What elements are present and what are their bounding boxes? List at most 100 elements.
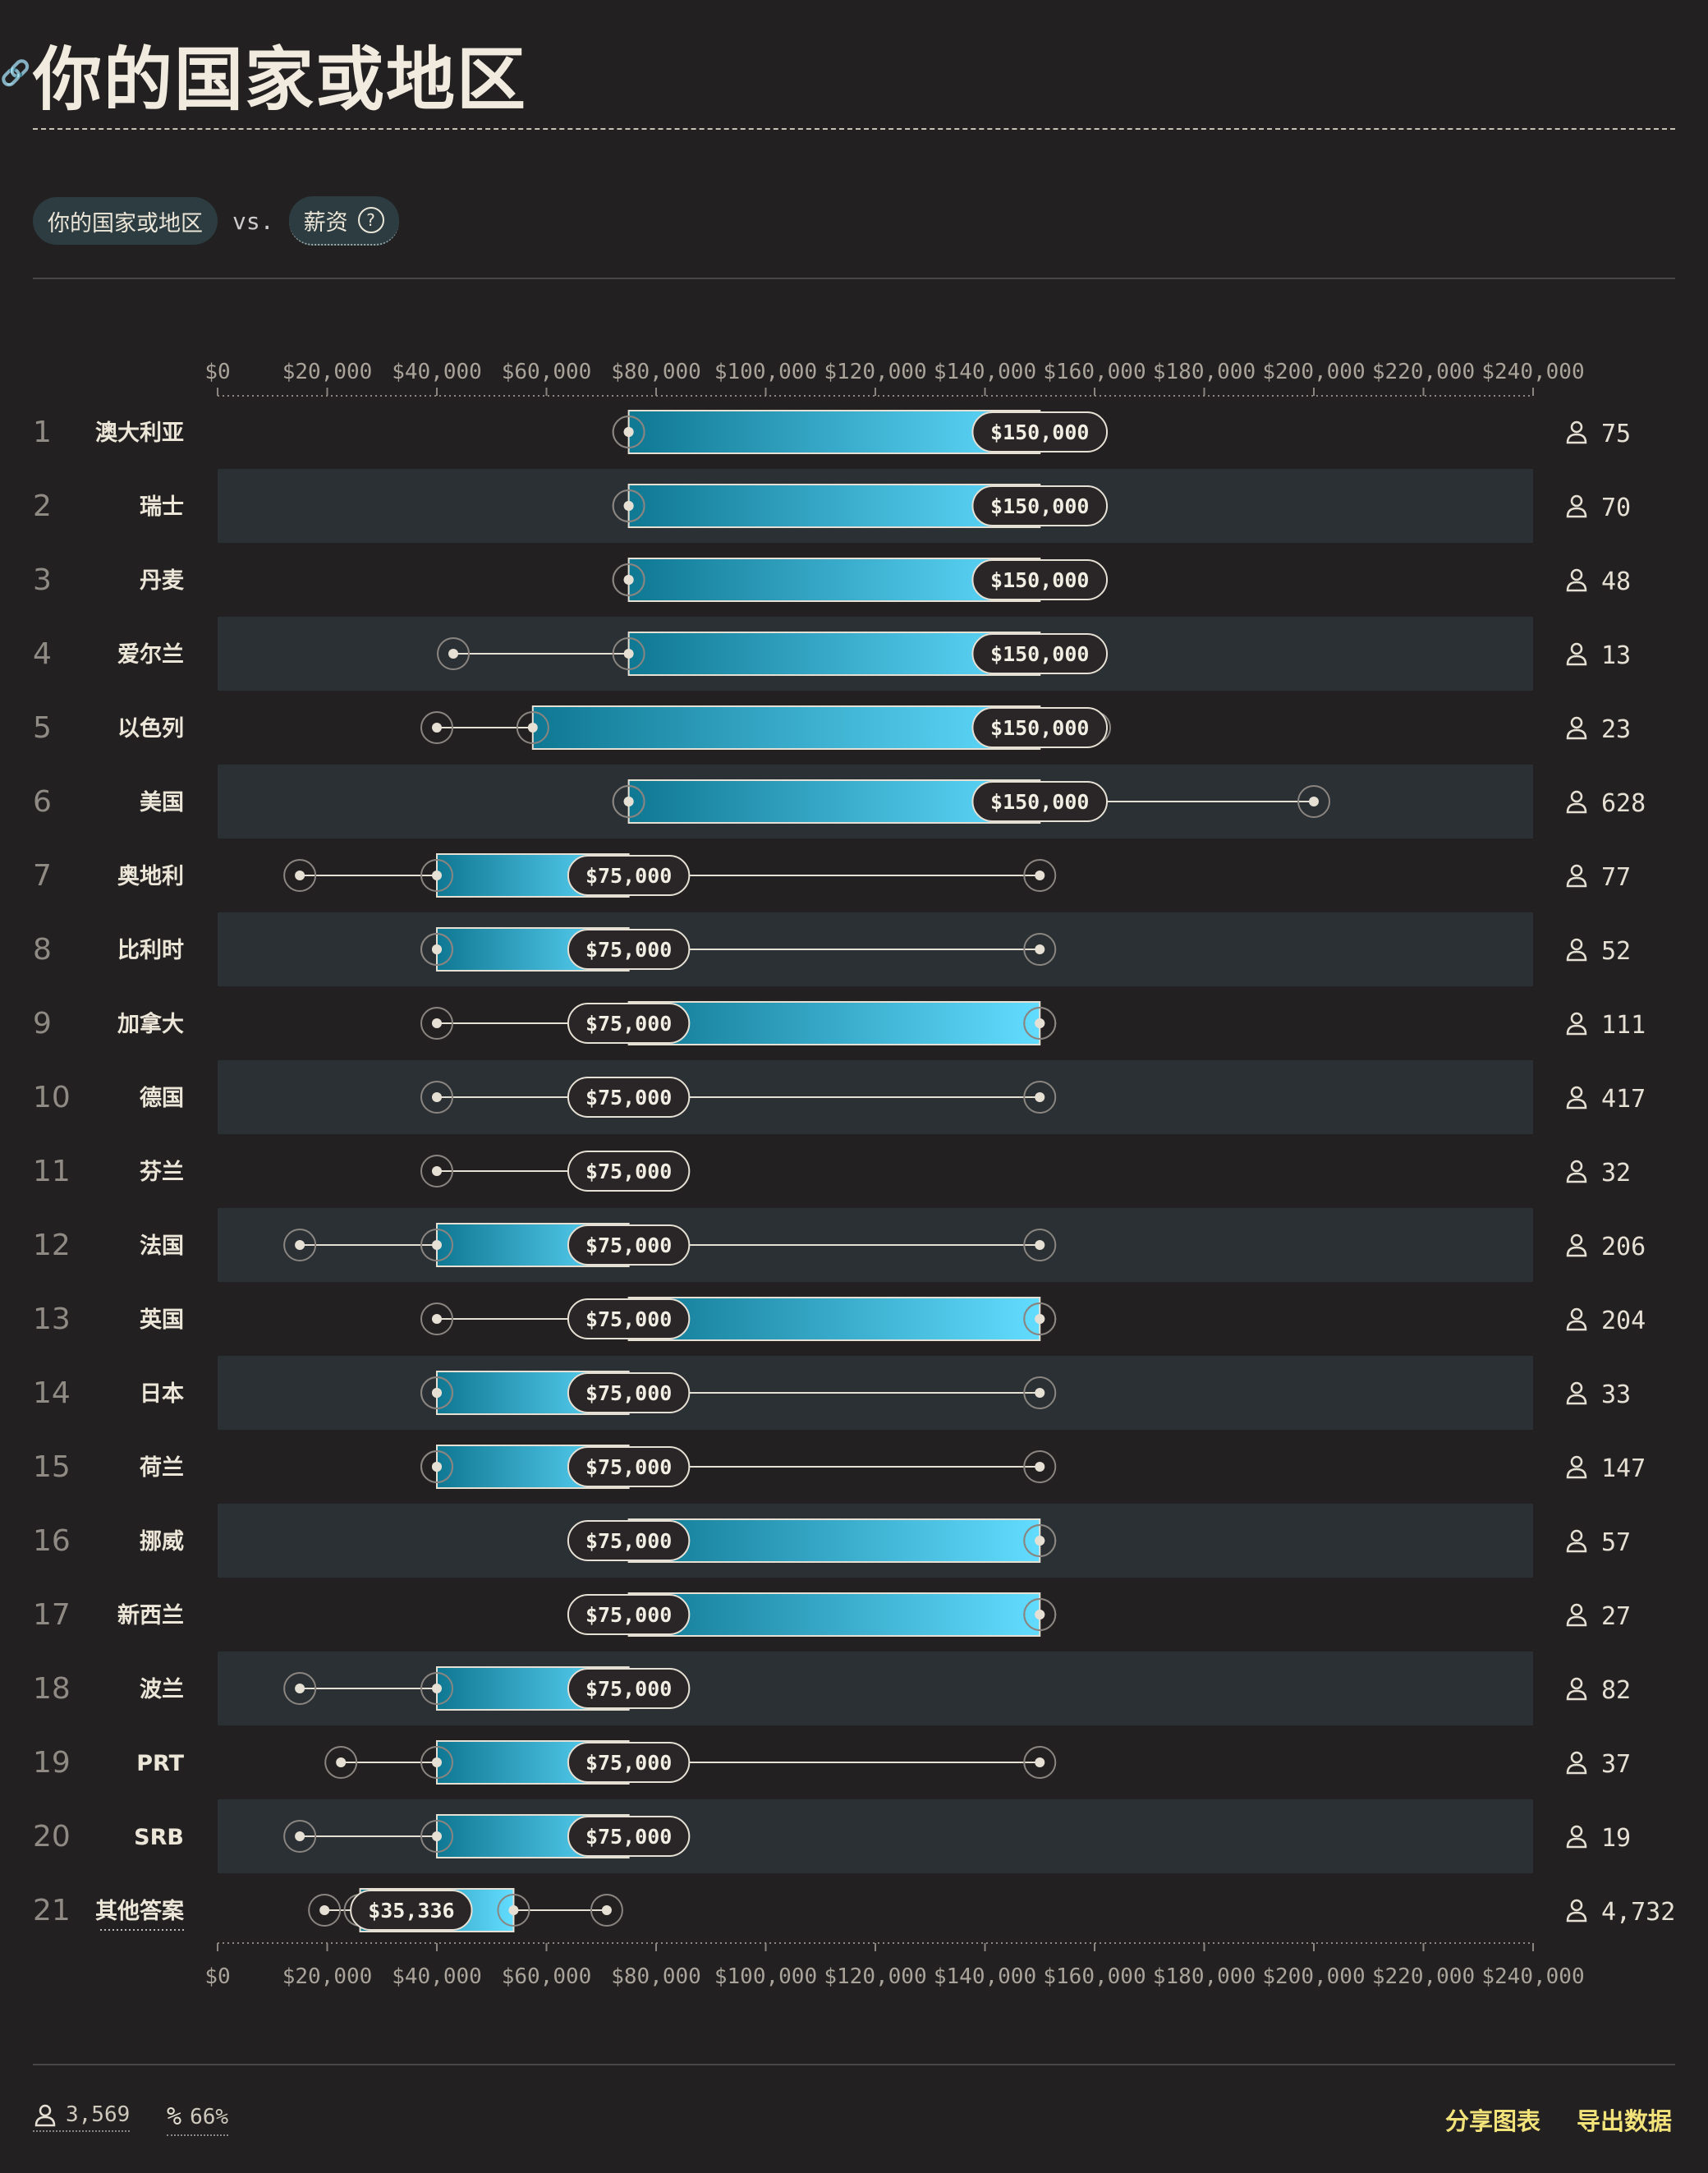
percentile-ring: [420, 1302, 453, 1335]
person-icon-head: [1570, 494, 1583, 508]
median-label-pill: [567, 855, 691, 896]
iqr-bar: [627, 779, 1041, 824]
person-icon: [1566, 864, 1587, 888]
person-icon-body: [1566, 1541, 1587, 1553]
row-name: 法国: [140, 1234, 184, 1259]
percentile-ring: [283, 1672, 317, 1705]
median-label: $75,000: [585, 1825, 672, 1849]
question-circle-icon[interactable]: ?: [357, 207, 384, 233]
person-icon-body: [1566, 655, 1587, 666]
percentile-ring: [420, 1007, 453, 1040]
iqr-bar: [627, 632, 1041, 676]
median-label-pill: [567, 1816, 691, 1857]
percentile-dot: [432, 1388, 442, 1398]
export-data-button[interactable]: 导出数据: [1577, 2107, 1673, 2135]
percentile-dot: [1035, 944, 1045, 954]
percentile-dot: [448, 649, 459, 659]
row-name: 荷兰: [140, 1455, 184, 1481]
x-tick-label: $160,000: [1043, 360, 1146, 384]
row-name: 瑞士: [140, 494, 184, 520]
data-row: 3 丹麦 $150,000 48: [33, 558, 1631, 602]
x-tick-label: $20,000: [282, 1964, 373, 1989]
x-tick-label: $140,000: [934, 360, 1036, 384]
person-icon-body: [1566, 1911, 1587, 1923]
row-count: 147: [1601, 1454, 1646, 1483]
share-chart-button[interactable]: 分享图表: [1445, 2107, 1541, 2135]
median-label: $150,000: [990, 716, 1089, 740]
iqr-bar: [627, 484, 1041, 528]
percentile-ring: [612, 785, 645, 818]
median-label-pill: [971, 411, 1109, 453]
median-label: $75,000: [585, 1677, 672, 1701]
person-icon: [1566, 642, 1587, 666]
data-row: 6 美国 $150,000 628: [33, 779, 1646, 824]
row-name: 其他答案: [95, 1898, 185, 1924]
median-label-pill: [971, 559, 1109, 600]
x-tick-label: $80,000: [611, 360, 701, 384]
percentile-ring: [420, 1450, 453, 1483]
person-icon-body: [1566, 1024, 1587, 1036]
row-count: 23: [1601, 715, 1631, 744]
percentile-ring: [612, 563, 645, 596]
median-label-pill: [567, 1372, 691, 1413]
person-icon: [1566, 494, 1587, 518]
median-label: $150,000: [990, 568, 1089, 592]
x-tick-label: $140,000: [934, 1964, 1036, 1989]
row-name: SRB: [134, 1825, 184, 1850]
row-name: 丹麦: [140, 568, 185, 594]
person-icon-body: [1566, 433, 1587, 444]
median-label-pill: [567, 1003, 691, 1044]
section-divider: [33, 278, 1675, 279]
median-label-pill: [971, 633, 1109, 674]
percentile-dot: [1035, 1018, 1045, 1028]
person-icon-head: [1570, 1529, 1583, 1542]
median-label: $75,000: [585, 1307, 672, 1331]
percentile-ring: [420, 1672, 453, 1705]
percentile-dot: [432, 1314, 442, 1324]
percentile-ring: [1023, 859, 1057, 892]
percentile-ring: [420, 1746, 453, 1779]
x-tick-label: $60,000: [502, 1964, 592, 1989]
median-label-pill: [567, 929, 691, 970]
row-count: 75: [1601, 420, 1631, 448]
median-label: $75,000: [585, 1012, 672, 1036]
person-icon: [1566, 420, 1587, 444]
percent-total[interactable]: % 66%: [167, 2102, 229, 2136]
percentile-ring: [1023, 1302, 1057, 1335]
row-name: 日本: [140, 1381, 184, 1407]
percentile-dot: [432, 1462, 442, 1472]
metric-label: 薪资: [303, 209, 348, 236]
percentile-dot: [432, 723, 442, 733]
person-icon-body: [1566, 1837, 1587, 1849]
percent-icon: %: [167, 2102, 182, 2131]
row-name: 挪威: [140, 1529, 184, 1555]
data-row: 20 SRB $75,000 19: [33, 1814, 1631, 1858]
person-icon-body: [1566, 1689, 1587, 1701]
iqr-bar: [627, 1297, 1041, 1341]
data-row: 15 荷兰 $75,000 147: [33, 1445, 1646, 1489]
percentile-dot: [295, 1240, 305, 1250]
row-name: 比利时: [117, 938, 184, 963]
dimension-pill[interactable]: 你的国家或地区: [33, 197, 218, 245]
percentile-ring: [1023, 1081, 1057, 1114]
data-row: 2 瑞士 $150,000 70: [33, 484, 1631, 528]
x-tick-label: $120,000: [824, 360, 926, 384]
person-icon: [1566, 1529, 1587, 1553]
row-count: 82: [1601, 1676, 1631, 1705]
row-count: 19: [1601, 1824, 1631, 1853]
x-tick-label: $200,000: [1262, 1964, 1365, 1989]
row-rank: 11: [33, 1155, 71, 1188]
respondent-total[interactable]: 3,569: [33, 2102, 131, 2132]
percentile-dot: [623, 501, 634, 511]
percentile-dot: [623, 797, 634, 806]
person-icon-head: [1570, 642, 1583, 655]
row-count: 417: [1601, 1085, 1646, 1114]
row-rank: 7: [33, 859, 52, 893]
link-icon[interactable]: 🔗: [0, 59, 31, 88]
row-count: 628: [1601, 789, 1646, 818]
metric-pill[interactable]: 薪资?: [288, 196, 399, 246]
row-rank: 20: [33, 1820, 71, 1854]
percentile-ring: [1023, 1007, 1057, 1040]
percentile-ring: [420, 859, 453, 892]
row-count: 48: [1601, 567, 1631, 596]
